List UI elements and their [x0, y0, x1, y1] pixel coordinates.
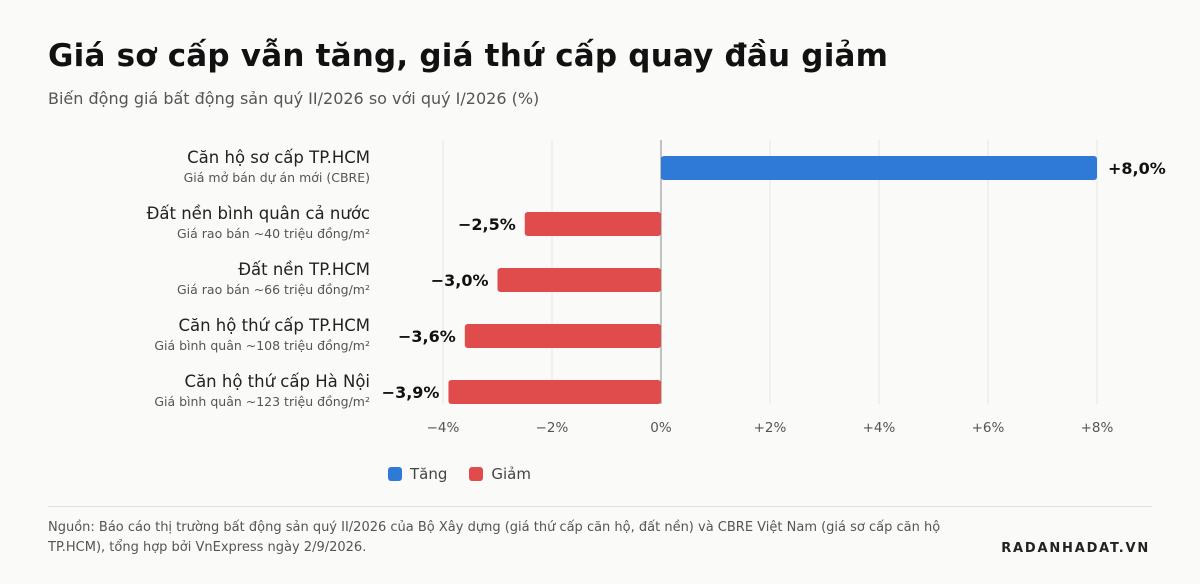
x-tick-label: −2% — [536, 420, 569, 436]
brand-logo: RADANHADAT.VN — [1001, 541, 1150, 556]
data-label: −2,5% — [458, 215, 516, 234]
category-label: Đất nền TP.HCM Giá rao bán ~66 triệu đồng… — [177, 259, 370, 299]
source-note: Nguồn: Báo cáo thị trường bất động sản q… — [48, 520, 941, 555]
x-tick-label: +2% — [754, 420, 787, 436]
category-name: Căn hộ thứ cấp TP.HCM — [178, 316, 370, 335]
data-label: +8,0% — [1108, 159, 1166, 178]
legend-label-decrease: Giảm — [491, 465, 531, 483]
category-label: Căn hộ sơ cấp TP.HCM Giá mở bán dự án mới… — [184, 147, 370, 187]
category-name: Đất nền bình quân cả nước — [146, 204, 370, 223]
category-note: Giá mở bán dự án mới (CBRE) — [183, 170, 370, 185]
chart-title: Giá sơ cấp vẫn tăng, giá thứ cấp quay đầ… — [48, 38, 889, 74]
x-tick-label: +6% — [972, 420, 1005, 436]
bar — [448, 380, 661, 404]
category-label: Đất nền bình quân cả nước Giá rao bán ~40… — [147, 203, 370, 243]
category-name: Đất nền TP.HCM — [238, 260, 370, 279]
category-label: Căn hộ thứ cấp Hà Nội Giá bình quân ~123 … — [154, 371, 370, 411]
category-name: Căn hộ sơ cấp TP.HCM — [187, 148, 370, 167]
chart-subtitle: Biến động giá bất động sản quý II/2026 s… — [48, 89, 540, 108]
bar — [661, 156, 1097, 180]
x-tick-label: +8% — [1081, 420, 1114, 436]
legend-swatch-increase — [388, 467, 402, 481]
footer-divider — [48, 506, 1152, 507]
legend-swatch-decrease — [469, 467, 484, 481]
category-note: Giá bình quân ~123 triệu đồng/m² — [154, 394, 370, 409]
x-tick-label: +4% — [863, 420, 896, 436]
legend: Tăng Giảm — [388, 465, 531, 483]
legend-item-decrease: Giảm — [469, 465, 531, 483]
legend-item-increase: Tăng — [388, 465, 447, 483]
data-label: −3,0% — [431, 271, 489, 290]
category-name: Căn hộ thứ cấp Hà Nội — [184, 372, 370, 391]
bar — [464, 324, 661, 348]
bar — [497, 268, 661, 292]
category-note: Giá rao bán ~66 triệu đồng/m² — [177, 282, 370, 297]
x-tick-label: −4% — [427, 420, 460, 436]
x-tick-label: 0% — [650, 420, 672, 436]
data-label: −3,6% — [398, 327, 456, 346]
bar — [524, 212, 661, 236]
legend-label-increase: Tăng — [410, 465, 448, 483]
category-note: Giá bình quân ~108 triệu đồng/m² — [154, 338, 370, 353]
category-label: Căn hộ thứ cấp TP.HCM Giá bình quân ~108 … — [154, 315, 370, 355]
bar-chart: −4% −2% 0% +2% +4% +6% +8% +8,0% −2,5% −3,0% −3,6%… — [382, 140, 1166, 436]
category-note: Giá rao bán ~40 triệu đồng/m² — [177, 226, 370, 241]
data-label: −3,9% — [382, 383, 440, 402]
